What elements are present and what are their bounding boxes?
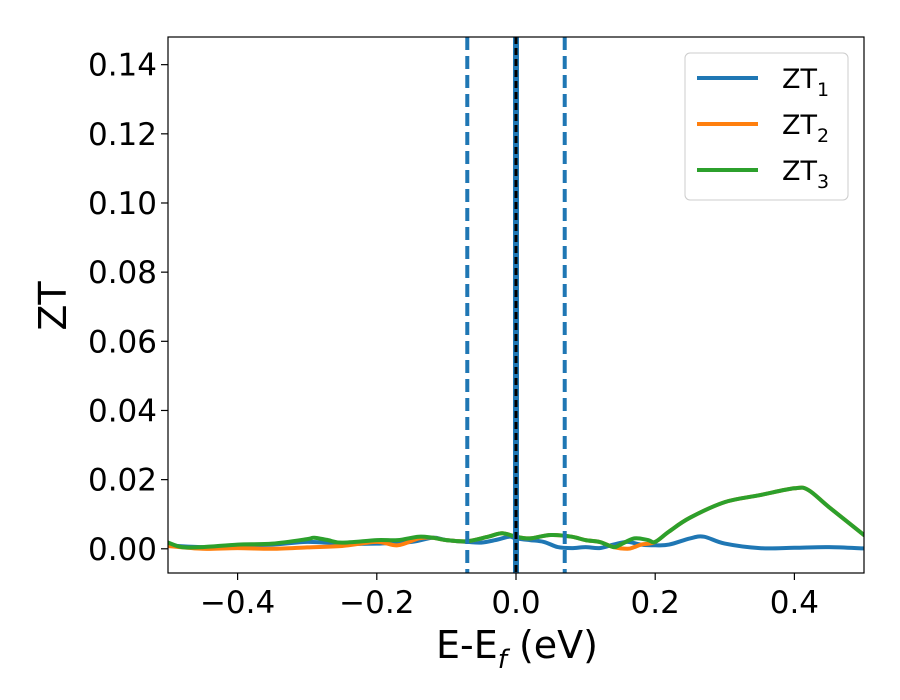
x-axis-ticks: −0.4 −0.2 0.0 0.2 0.4 <box>200 573 819 621</box>
vline-layer <box>465 37 567 573</box>
y-axis-label: ZT <box>31 281 75 331</box>
y-tick-label: 0.12 <box>88 117 157 153</box>
x-tick-label: −0.4 <box>200 585 275 621</box>
y-tick-label: 0.02 <box>88 463 157 499</box>
x-tick-label: 0.4 <box>770 585 819 621</box>
legend: ZT1 ZT2 ZT3 <box>684 52 849 201</box>
x-tick-label: −0.2 <box>339 585 414 621</box>
legend-box <box>684 52 849 201</box>
y-tick-label: 0.08 <box>88 255 157 291</box>
legend-label-1: ZT1 <box>782 64 829 101</box>
legend-label-3: ZT3 <box>782 156 829 193</box>
x-axis-label-main: E-E <box>436 623 498 667</box>
x-tick-label: 0.0 <box>491 585 540 621</box>
y-tick-label: 0.00 <box>88 532 157 568</box>
y-tick-label: 0.04 <box>88 393 157 429</box>
x-axis-label: E-Ef (eV) <box>436 623 598 675</box>
x-axis-label-unit: (eV) <box>507 623 598 667</box>
series-layer <box>168 485 864 551</box>
y-axis-ticks: 0.00 0.02 0.04 0.06 0.08 0.10 0.12 0.14 <box>88 48 168 568</box>
legend-label-2: ZT2 <box>782 110 829 147</box>
y-tick-label: 0.06 <box>88 324 157 360</box>
y-tick-label: 0.14 <box>88 48 157 84</box>
y-tick-label: 0.10 <box>88 186 157 222</box>
x-tick-label: 0.2 <box>631 585 680 621</box>
series-line-3 <box>168 485 864 550</box>
